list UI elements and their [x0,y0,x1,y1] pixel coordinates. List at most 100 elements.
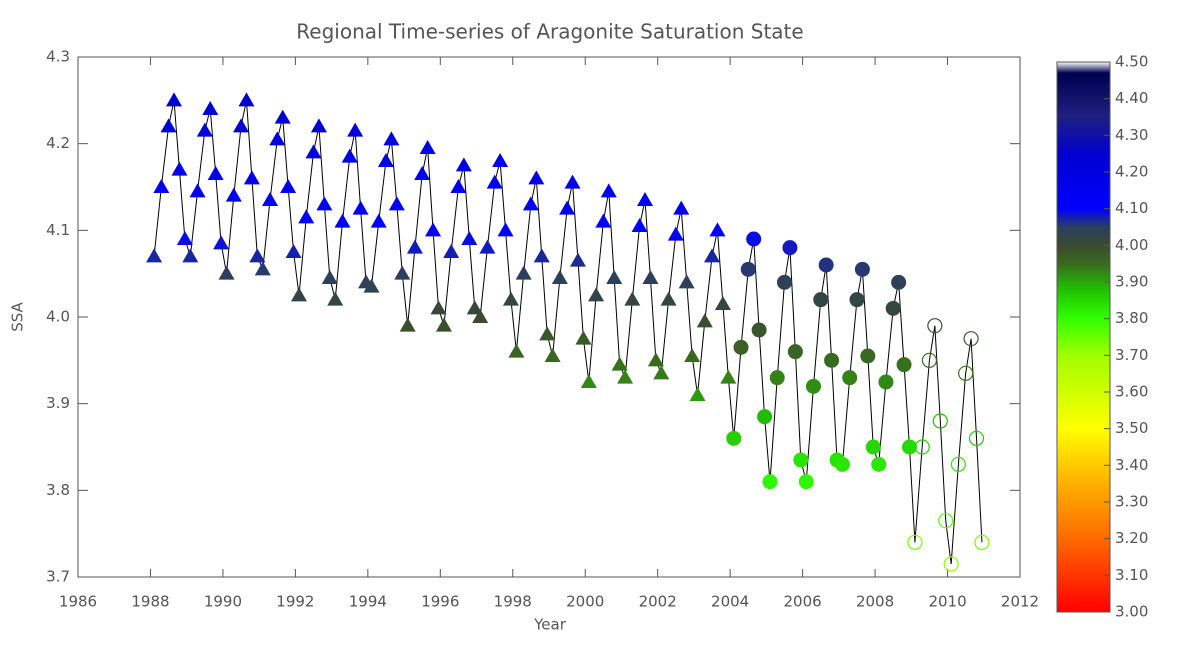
marker [901,439,917,455]
marker [419,140,436,154]
x-axis-label: Year [533,616,567,634]
marker [479,239,496,254]
y-tick-label: 3.7 [46,568,70,586]
marker [406,239,423,254]
marker [347,122,364,137]
y-tick-label: 4.3 [46,48,70,66]
marker [564,174,581,189]
marker [606,270,623,284]
marker [704,248,721,263]
marker [327,291,344,306]
marker [243,170,260,185]
marker [466,300,483,315]
marker [793,452,809,468]
colorbar-tick-label: 4.20 [1115,163,1148,181]
marker [642,270,659,284]
marker [818,257,834,273]
marker [515,265,532,280]
marker [254,261,271,276]
marker [624,291,641,306]
marker [218,265,235,280]
marker [334,213,351,228]
marker [399,317,416,332]
x-tick-label: 1996 [421,593,459,611]
marker [824,352,840,368]
marker [932,413,948,429]
marker [757,409,773,425]
colorbar-tick-label: 3.00 [1115,603,1148,621]
marker [963,331,979,347]
marker [522,196,539,211]
marker [280,179,297,193]
marker [938,513,954,529]
colorbar-tick-label: 3.90 [1115,273,1148,291]
marker [225,187,242,202]
marker [146,248,163,263]
marker [600,183,617,198]
marker [805,378,821,394]
x-tick-label: 1990 [204,593,242,611]
marker [213,235,230,250]
marker [914,439,930,455]
plot-frame [77,56,1021,578]
marker [834,456,850,472]
x-tick-label: 1986 [59,593,97,611]
marker [528,170,545,185]
marker [782,240,798,256]
marker [865,439,881,455]
marker [921,352,938,368]
marker [678,274,695,289]
marker [709,222,726,237]
marker [950,456,967,472]
marker [450,179,467,193]
marker [435,317,452,332]
marker [497,222,514,237]
marker [182,248,199,263]
marker [171,161,188,176]
marker [238,92,255,107]
marker [176,231,193,245]
colorbar-tick-label: 3.70 [1115,346,1148,364]
marker [777,274,792,290]
marker [269,131,286,146]
marker [714,296,731,310]
x-tick-label: 2012 [1001,593,1039,611]
marker [508,343,525,358]
y-tick-label: 3.9 [46,394,70,412]
marker [726,430,742,446]
chart-title: Regional Time-series of Aragonite Satura… [296,20,803,44]
x-tick-label: 1988 [131,593,169,611]
series-line [153,100,729,396]
marker [631,218,648,232]
marker [689,387,706,401]
marker [502,291,519,306]
marker [878,374,894,390]
marker [559,200,576,215]
marker [291,287,308,302]
series-line-joint [908,446,916,543]
marker [166,92,183,107]
marker [321,270,338,284]
marker [262,192,279,206]
marker [696,313,713,328]
marker [798,474,814,490]
marker [588,287,605,302]
marker [551,270,568,284]
marker [787,344,803,360]
marker [430,300,447,315]
marker [885,300,901,316]
y-tick-label: 4.2 [46,134,70,152]
marker [233,118,250,133]
series-line [914,325,983,565]
colorbar-tick-label: 3.40 [1115,456,1148,474]
marker [461,231,478,245]
marker [310,118,327,133]
marker [443,244,460,258]
marker [860,348,876,364]
marker [653,365,670,380]
colorbar-tick-label: 4.00 [1115,236,1148,254]
marker [196,122,213,137]
marker [720,369,737,384]
marker [394,265,411,280]
